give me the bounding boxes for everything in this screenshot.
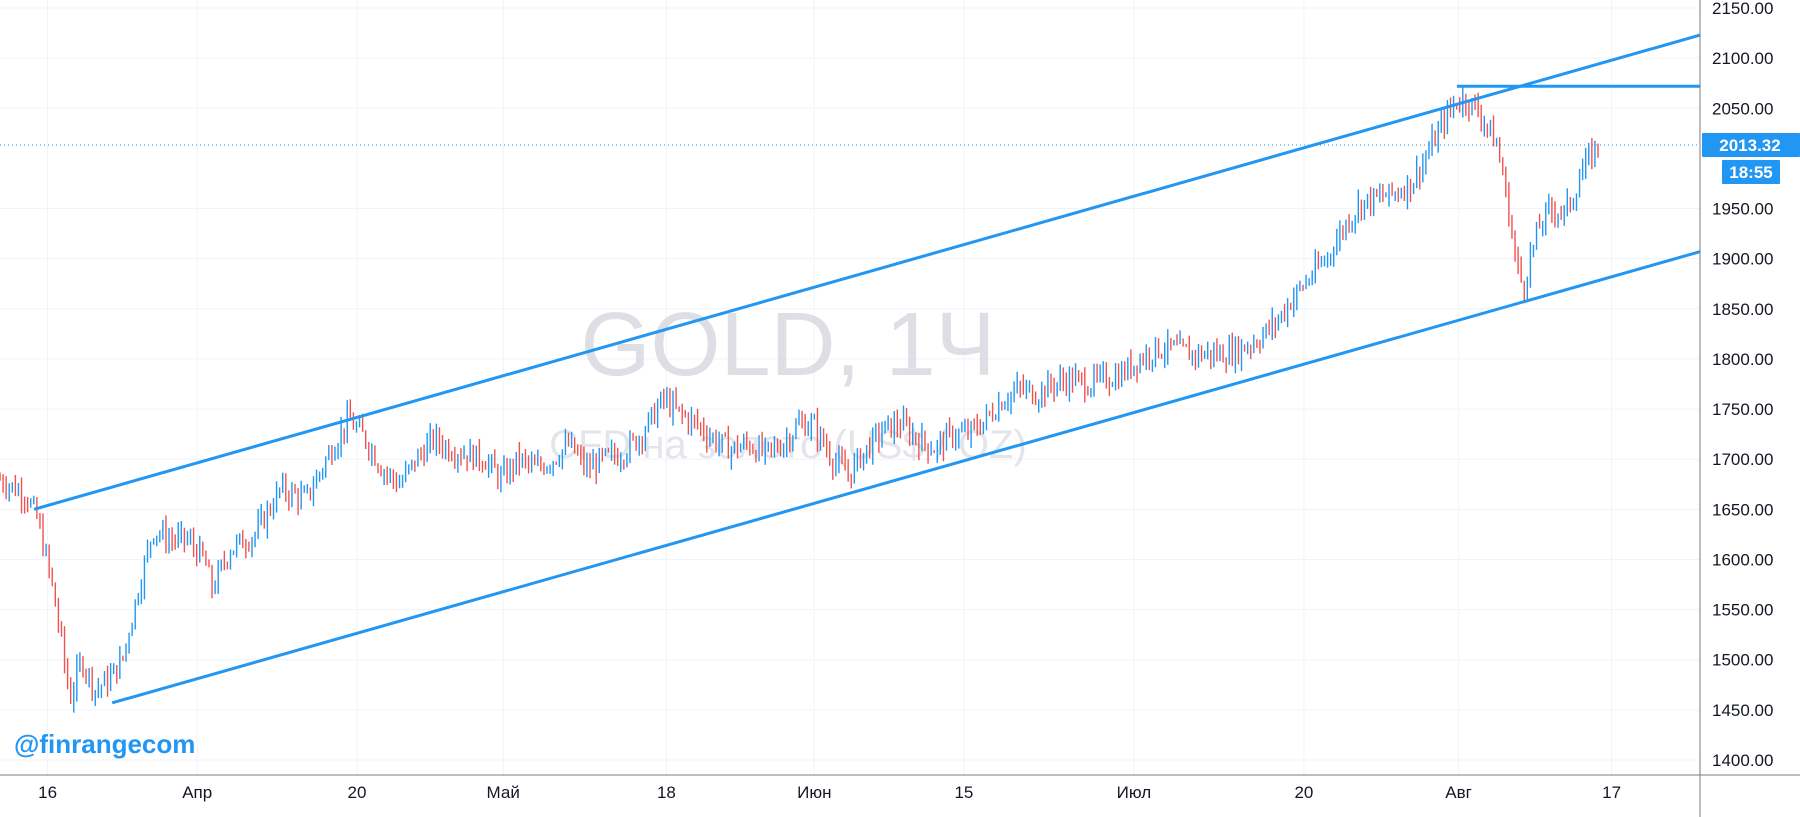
y-tick-label: 1950.00	[1712, 200, 1773, 219]
last-price-label: 2013.32	[1719, 136, 1780, 155]
y-tick-label: 1850.00	[1712, 300, 1773, 319]
x-tick-label: 16	[38, 783, 57, 802]
x-tick-label: 17	[1602, 783, 1621, 802]
watermark-title: GOLD, 1Ч	[580, 295, 995, 395]
price-bars	[0, 86, 1599, 713]
x-tick-label: Июл	[1117, 783, 1152, 802]
y-tick-label: 1550.00	[1712, 601, 1773, 620]
y-tick-label: 1700.00	[1712, 450, 1773, 469]
grid	[0, 0, 1700, 775]
y-tick-label: 1800.00	[1712, 350, 1773, 369]
trend-drawings[interactable]	[33, 33, 1701, 705]
watermark-subtitle: CFD на золото (US$ / OZ)	[549, 423, 1027, 467]
last-price-badge	[1702, 133, 1800, 158]
y-tick-label: 1600.00	[1712, 550, 1773, 569]
y-tick-label: 2100.00	[1712, 49, 1773, 68]
x-tick-label: Авг	[1445, 783, 1472, 802]
x-tick-label: Май	[487, 783, 520, 802]
brand-handle: @finrangecom	[14, 729, 195, 759]
price-scale[interactable]: 1400.00 1450.00 1500.00 1550.00 1600.00 1650.…	[1712, 0, 1773, 770]
y-tick-label: 1650.00	[1712, 500, 1773, 519]
y-tick-label: 1900.00	[1712, 250, 1773, 269]
x-tick-label: 15	[954, 783, 973, 802]
watermark: GOLD, 1Ч CFD на золото (US$ / OZ)	[549, 295, 1027, 467]
bar-timer-label: 18:55	[1729, 163, 1772, 182]
y-tick-label: 2050.00	[1712, 99, 1773, 118]
price-badges: 2013.32 18:55	[1702, 133, 1800, 185]
time-scale[interactable]: 16 Апр 20 Май 18 Июн 15 Июл 20 Авг 17	[38, 783, 1621, 802]
upper-channel-line[interactable]	[33, 33, 1701, 511]
y-tick-label: 1750.00	[1712, 400, 1773, 419]
y-tick-label: 1450.00	[1712, 701, 1773, 720]
lower-channel-line[interactable]	[111, 250, 1701, 705]
x-tick-label: 20	[1294, 783, 1313, 802]
y-tick-label: 2150.00	[1712, 0, 1773, 18]
x-tick-label: Апр	[182, 783, 212, 802]
x-tick-label: 18	[657, 783, 676, 802]
bar-timer-badge	[1722, 160, 1780, 185]
x-tick-label: 20	[348, 783, 367, 802]
y-tick-label: 1500.00	[1712, 651, 1773, 670]
x-tick-label: Июн	[797, 783, 831, 802]
y-tick-label: 1400.00	[1712, 751, 1773, 770]
